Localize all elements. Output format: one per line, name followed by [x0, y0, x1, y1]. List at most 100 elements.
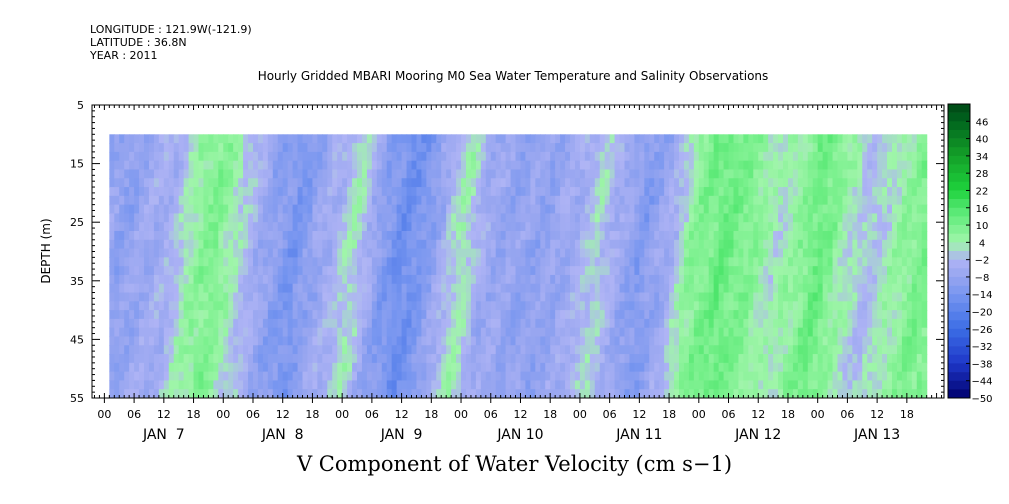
heatmap-cell [921, 362, 928, 373]
heatmap-cell [465, 301, 472, 311]
heatmap-cell [243, 318, 249, 329]
heatmap-cell [272, 283, 279, 294]
heatmap-cell [163, 169, 170, 179]
heatmap-cell [267, 230, 274, 241]
heatmap-cell [847, 327, 853, 338]
heatmap-cell [698, 318, 705, 329]
heatmap-cell [619, 204, 626, 215]
heatmap-cell [768, 371, 774, 382]
heatmap-cell [753, 362, 759, 373]
heatmap-cell [882, 230, 888, 241]
heatmap-cell [332, 257, 338, 267]
heatmap-cell [361, 283, 368, 294]
heatmap-cell [901, 362, 908, 373]
heatmap-cell [391, 336, 398, 346]
heatmap-cell [411, 143, 418, 153]
heatmap-cell [406, 134, 413, 144]
heatmap-cell [347, 169, 353, 179]
heatmap-cell [446, 134, 452, 144]
heatmap-cell [659, 380, 665, 390]
heatmap-cell [753, 169, 759, 179]
heatmap-cell [654, 389, 660, 398]
heatmap-cell [287, 160, 294, 171]
heatmap-cell [906, 327, 913, 338]
heatmap-cell [644, 301, 650, 311]
heatmap-cell [678, 354, 685, 364]
heatmap-cell [624, 292, 631, 302]
heatmap-cell [114, 274, 120, 285]
heatmap-cell [178, 204, 185, 215]
heatmap-cell [540, 266, 546, 276]
heatmap-cell [525, 266, 531, 276]
heatmap-cell [659, 143, 665, 153]
heatmap-cell [119, 204, 125, 215]
heatmap-cell [916, 301, 923, 311]
heatmap-cell [540, 362, 546, 373]
heatmap-cell [674, 239, 680, 250]
heatmap-cell [723, 354, 730, 364]
heatmap-cell [584, 354, 591, 364]
heatmap-cell [901, 380, 908, 390]
heatmap-cell [738, 143, 744, 153]
heatmap-cell [411, 292, 418, 302]
heatmap-cell [153, 362, 160, 373]
heatmap-cell [817, 301, 824, 311]
heatmap-cell [862, 371, 868, 382]
heatmap-cell [287, 213, 294, 223]
heatmap-cell [773, 327, 779, 338]
heatmap-cell [792, 187, 799, 197]
heatmap-cell [485, 266, 492, 276]
heatmap-cell [475, 187, 482, 197]
heatmap-cell [441, 222, 447, 232]
heatmap-cell [510, 248, 517, 258]
heatmap-cell [391, 345, 398, 355]
heatmap-cell [352, 169, 358, 179]
heatmap-cell [302, 160, 309, 171]
heatmap-cell [743, 178, 749, 188]
heatmap-cell [758, 230, 764, 241]
heatmap-cell [911, 178, 918, 188]
heatmap-cell [609, 230, 616, 241]
heatmap-cell [896, 160, 903, 171]
heatmap-cell [877, 301, 883, 311]
heatmap-cell [693, 301, 700, 311]
heatmap-cell [723, 380, 730, 390]
heatmap-cell [639, 151, 645, 162]
heatmap-cell [396, 160, 403, 171]
heatmap-cell [461, 362, 467, 373]
heatmap-cell [753, 222, 759, 232]
heatmap-cell [347, 301, 353, 311]
heatmap-cell [614, 292, 621, 302]
heatmap-cell [783, 354, 789, 364]
heatmap-cell [119, 151, 125, 162]
heatmap-cell [812, 143, 819, 153]
heatmap-cell [827, 151, 834, 162]
heatmap-cell [693, 274, 700, 285]
heatmap-cell [441, 301, 447, 311]
heatmap-cell [579, 134, 586, 144]
heatmap-cell [916, 213, 923, 223]
heatmap-cell [480, 213, 487, 223]
heatmap-cell [327, 301, 333, 311]
heatmap-cell [797, 327, 804, 338]
heatmap-cell [124, 283, 130, 294]
heatmap-cell [555, 143, 561, 153]
heatmap-cell [604, 336, 611, 346]
heatmap-cell [916, 160, 923, 171]
heatmap-cell [887, 310, 893, 320]
heatmap-cell [525, 248, 531, 258]
heatmap-cell [896, 248, 903, 258]
heatmap-cell [456, 283, 462, 294]
heatmap-cell [144, 266, 150, 276]
heatmap-cell [842, 169, 848, 179]
heatmap-cell [649, 195, 655, 206]
heatmap-cell [287, 151, 294, 162]
heatmap-cell [802, 213, 809, 223]
heatmap-cell [371, 160, 378, 171]
heatmap-cell [698, 195, 705, 206]
heatmap-cell [357, 318, 363, 329]
heatmap-cell [743, 301, 749, 311]
heatmap-cell [366, 151, 373, 162]
heatmap-cell [654, 195, 660, 206]
heatmap-cell [287, 195, 294, 206]
